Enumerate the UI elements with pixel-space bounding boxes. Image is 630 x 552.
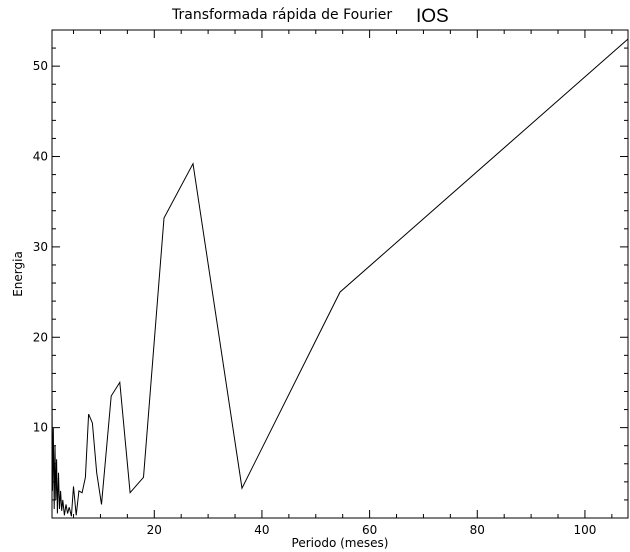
ticks: [52, 29, 628, 518]
y-tick-label: 50: [33, 59, 48, 73]
x-axis-label: Periodo (meses): [292, 536, 389, 550]
y-axis-label: Energia: [11, 251, 25, 297]
x-tick-label: 80: [470, 523, 485, 537]
x-tick-label: 60: [362, 523, 377, 537]
x-tick-label: 100: [573, 523, 596, 537]
y-tick-label: 20: [33, 330, 48, 344]
series-line-energy: [51, 38, 629, 517]
y-tick-label: 10: [33, 421, 48, 435]
y-tick-label: 40: [33, 150, 48, 164]
plot-frame: [51, 29, 629, 519]
y-tick-label: 30: [33, 240, 48, 254]
chart-title-tag: IOS: [416, 6, 449, 27]
x-tick-label: 40: [254, 523, 269, 537]
chart-title: Transformada rápida de Fourier: [171, 7, 392, 23]
plot-area: 20 40 60 80 100 10 20 30 40 50: [33, 29, 629, 537]
tick-labels: 20 40 60 80 100 10 20 30 40 50: [33, 59, 597, 537]
x-tick-label: 20: [147, 523, 162, 537]
